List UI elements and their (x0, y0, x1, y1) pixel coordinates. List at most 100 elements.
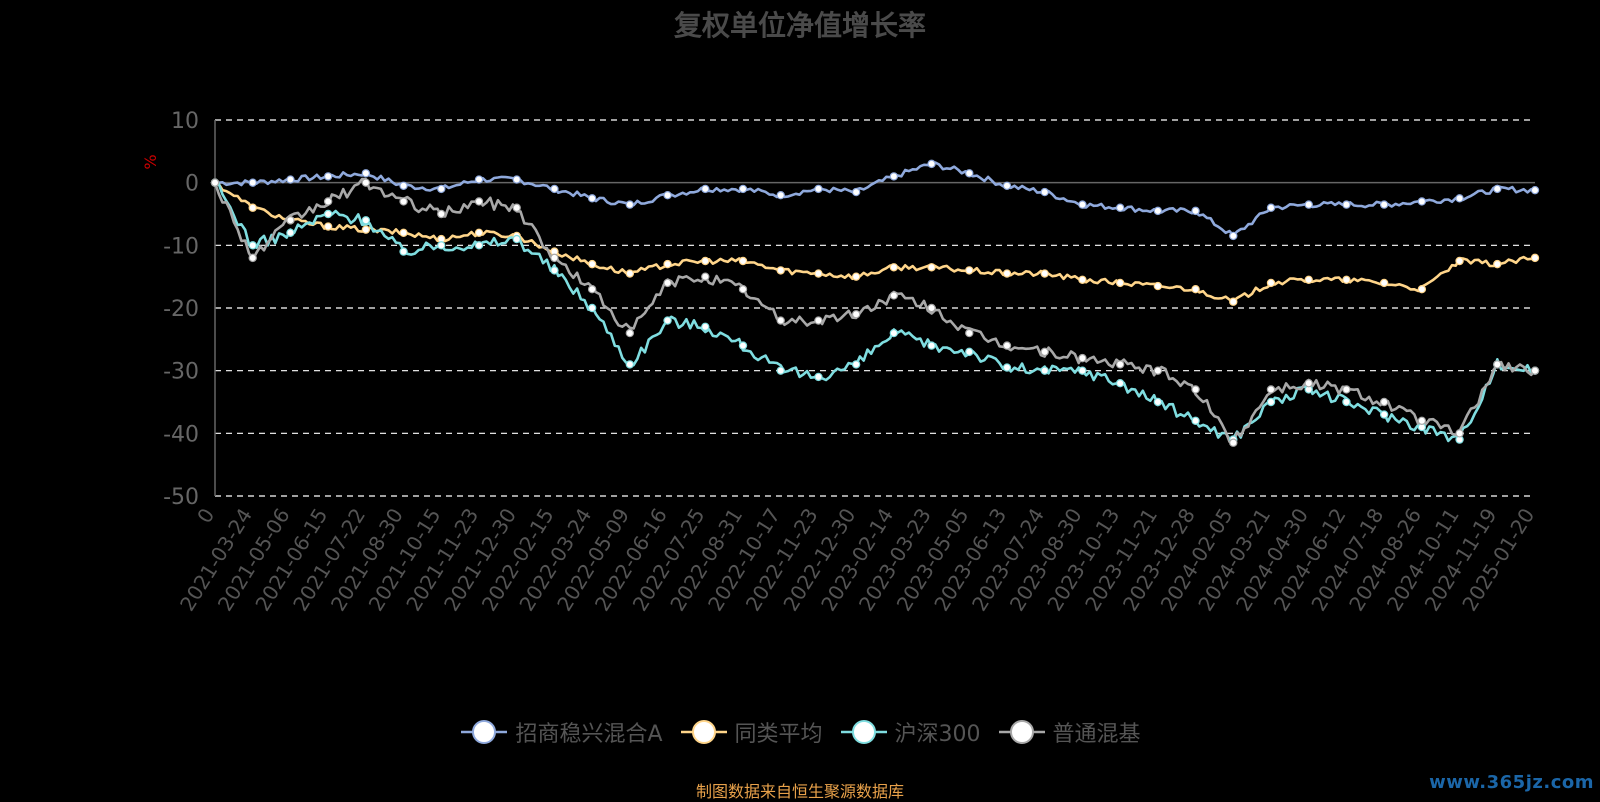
data-point (663, 190, 672, 200)
data-point (1417, 416, 1427, 425)
legend-item[interactable]: 沪深300 (839, 716, 981, 748)
data-point (889, 172, 899, 181)
data-point (1266, 278, 1276, 288)
data-point (1342, 397, 1351, 407)
data-point (1002, 181, 1012, 190)
legend-item[interactable]: 普通混基 (997, 716, 1141, 748)
axes: 100-10-20-30-40-50%02021-03-242021-05-06… (141, 109, 1539, 615)
watermark: www.365jz.com (1429, 772, 1594, 793)
data-point (701, 272, 710, 281)
data-point (851, 272, 861, 281)
data-point (1002, 269, 1012, 278)
data-point (965, 328, 974, 338)
data-point (851, 360, 861, 369)
legend-label: 普通混基 (1052, 722, 1141, 747)
data-point (248, 253, 257, 263)
data-point (1191, 206, 1200, 216)
data-point (286, 175, 295, 184)
legend-item[interactable]: 同类平均 (679, 716, 823, 748)
data-point (587, 194, 597, 203)
legend-label: 同类平均 (734, 722, 823, 747)
data-point (399, 247, 408, 256)
data-point (701, 322, 710, 331)
data-point (663, 316, 672, 325)
data-point (474, 228, 484, 237)
data-point (965, 347, 974, 357)
data-point (1417, 285, 1427, 294)
series-line (214, 181, 1536, 443)
data-point (776, 190, 785, 200)
data-point (738, 184, 748, 194)
data-point (889, 291, 899, 300)
data-point (701, 256, 710, 266)
data-point (361, 225, 371, 234)
data-point (776, 316, 785, 325)
data-point (1002, 363, 1012, 372)
data-point (1153, 281, 1163, 291)
data-point (437, 184, 446, 194)
data-point (1191, 385, 1200, 394)
data-point (663, 259, 672, 269)
data-point (399, 181, 408, 190)
data-point (1153, 366, 1163, 375)
data-point (437, 209, 446, 219)
data-point (587, 259, 597, 269)
data-point (1266, 385, 1276, 394)
legend-item[interactable]: 招商稳兴混合A (459, 716, 663, 748)
data-point (625, 328, 635, 338)
data-point (1115, 379, 1125, 388)
data-point (738, 285, 748, 294)
data-point (663, 278, 672, 288)
data-point (738, 341, 748, 350)
source-note: 制图数据来自恒生聚源数据库 (695, 782, 904, 801)
data-point (1493, 184, 1502, 194)
data-point (1379, 397, 1389, 407)
legend-marker-icon (840, 720, 887, 744)
data-point (1417, 197, 1427, 206)
data-point (1493, 259, 1502, 269)
data-point (1379, 278, 1389, 288)
data-point (1002, 341, 1012, 350)
data-point (1040, 269, 1049, 278)
data-point (361, 169, 371, 178)
y-tick-label: 10 (171, 109, 199, 134)
data-point (889, 263, 899, 272)
data-point (1040, 347, 1049, 357)
data-point (587, 285, 597, 294)
data-point (512, 234, 521, 244)
data-point (512, 175, 521, 184)
data-point (323, 222, 333, 231)
chart-title: 复权单位净值增长率 (673, 9, 926, 42)
data-point (361, 178, 371, 187)
data-point (1191, 285, 1200, 294)
y-tick-label: -30 (163, 360, 199, 385)
data-point (625, 200, 635, 209)
y-tick-label: -20 (163, 297, 199, 322)
data-point (1078, 353, 1087, 363)
data-point (1304, 275, 1313, 284)
data-point (437, 241, 446, 250)
y-tick-label: -10 (163, 234, 199, 259)
data-point (1493, 360, 1502, 369)
data-point (550, 266, 559, 275)
data-point (889, 328, 899, 338)
data-point (965, 266, 974, 275)
data-point (1530, 185, 1540, 195)
data-point (512, 203, 521, 212)
data-point (965, 169, 974, 178)
data-point (1040, 187, 1049, 197)
data-point (1342, 200, 1351, 209)
data-point (927, 303, 936, 313)
data-point (1115, 278, 1125, 288)
data-point (927, 263, 936, 272)
legend: 招商稳兴混合A 同类平均 沪深300 普通混基 (0, 716, 1600, 753)
legend-marker-icon (461, 720, 508, 744)
series-line (215, 161, 1536, 237)
data-point (248, 241, 257, 250)
data-point (1229, 438, 1238, 447)
data-point (927, 159, 936, 169)
data-point (625, 269, 635, 278)
data-point (1078, 200, 1087, 209)
